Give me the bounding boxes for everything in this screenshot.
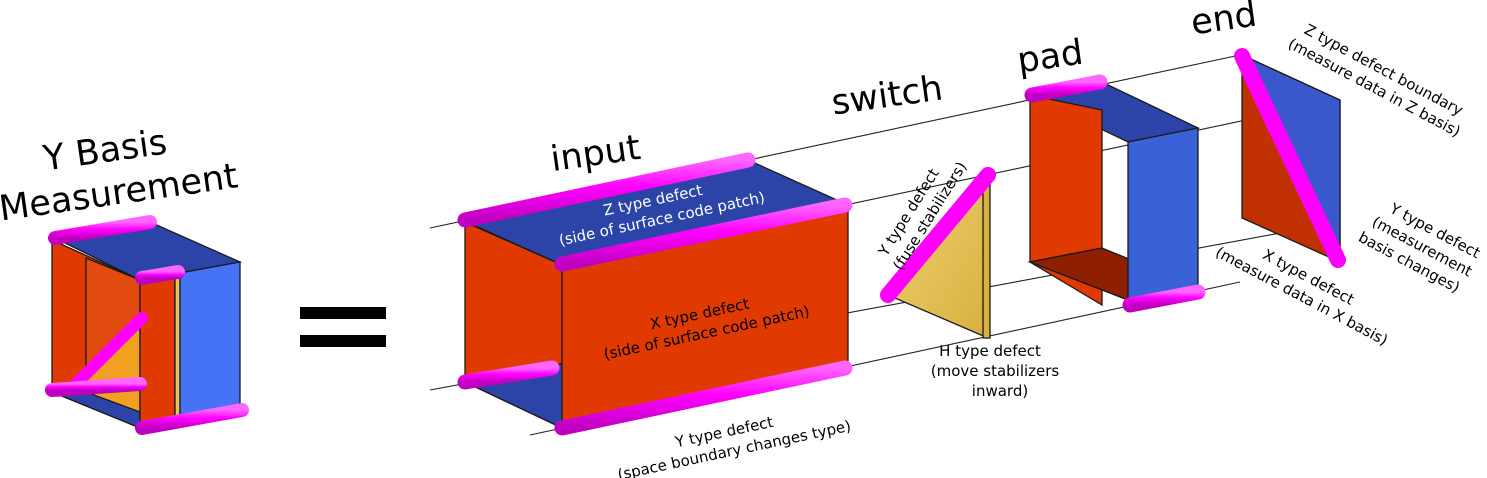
y-measure-annotation: Y type defect (measurement basis changes… [1355, 199, 1483, 297]
equals-sign [300, 307, 386, 347]
input-bottom-front-tube [554, 360, 853, 436]
end-block [1234, 48, 1346, 268]
equals-bottom-bar [300, 335, 386, 347]
switch-diagonal-tube [880, 167, 996, 303]
left-yellow-sliver [174, 272, 181, 429]
pad-blue-face [1127, 127, 1199, 306]
h-defect-line3: inward) [972, 382, 1028, 400]
input-bottom-back-tube [457, 360, 560, 390]
stage-switch-label: switch [829, 68, 945, 123]
pad-bottom-tube [1122, 284, 1206, 313]
h-defect-line2: (move stabilizers [931, 362, 1060, 380]
stage-pad-label: pad [1015, 33, 1086, 82]
left-block [45, 215, 249, 435]
stage-end-label: end [1188, 0, 1259, 43]
left-title: Y Basis Measurement [0, 123, 240, 230]
left-top-back-tube [48, 215, 157, 245]
left-bottom-front-tube [135, 403, 249, 435]
input-top-back-tube [457, 152, 756, 228]
h-defect-line1: H type defect [939, 342, 1041, 360]
left-bottom-back-tube [45, 377, 147, 397]
pad-block [1024, 74, 1206, 313]
switch-yellow-edge [982, 170, 991, 339]
switch-block [880, 167, 996, 339]
stage-input-label: input [548, 128, 643, 180]
input-top-front-tube [554, 197, 853, 272]
h-defect-annotation: H type defect (move stabilizers inward) [931, 342, 1060, 400]
pad-top-tube [1024, 74, 1108, 103]
left-diagonal-tube [66, 312, 148, 394]
end-diagonal-tube [1234, 48, 1346, 268]
equals-top-bar [300, 307, 386, 319]
left-right-blue-face [179, 261, 241, 427]
left-front-red-face [139, 273, 176, 429]
left-top-front-tube [135, 265, 185, 285]
x-measure-line2: (measure data in X basis) [1213, 243, 1391, 349]
input-block [457, 152, 853, 436]
